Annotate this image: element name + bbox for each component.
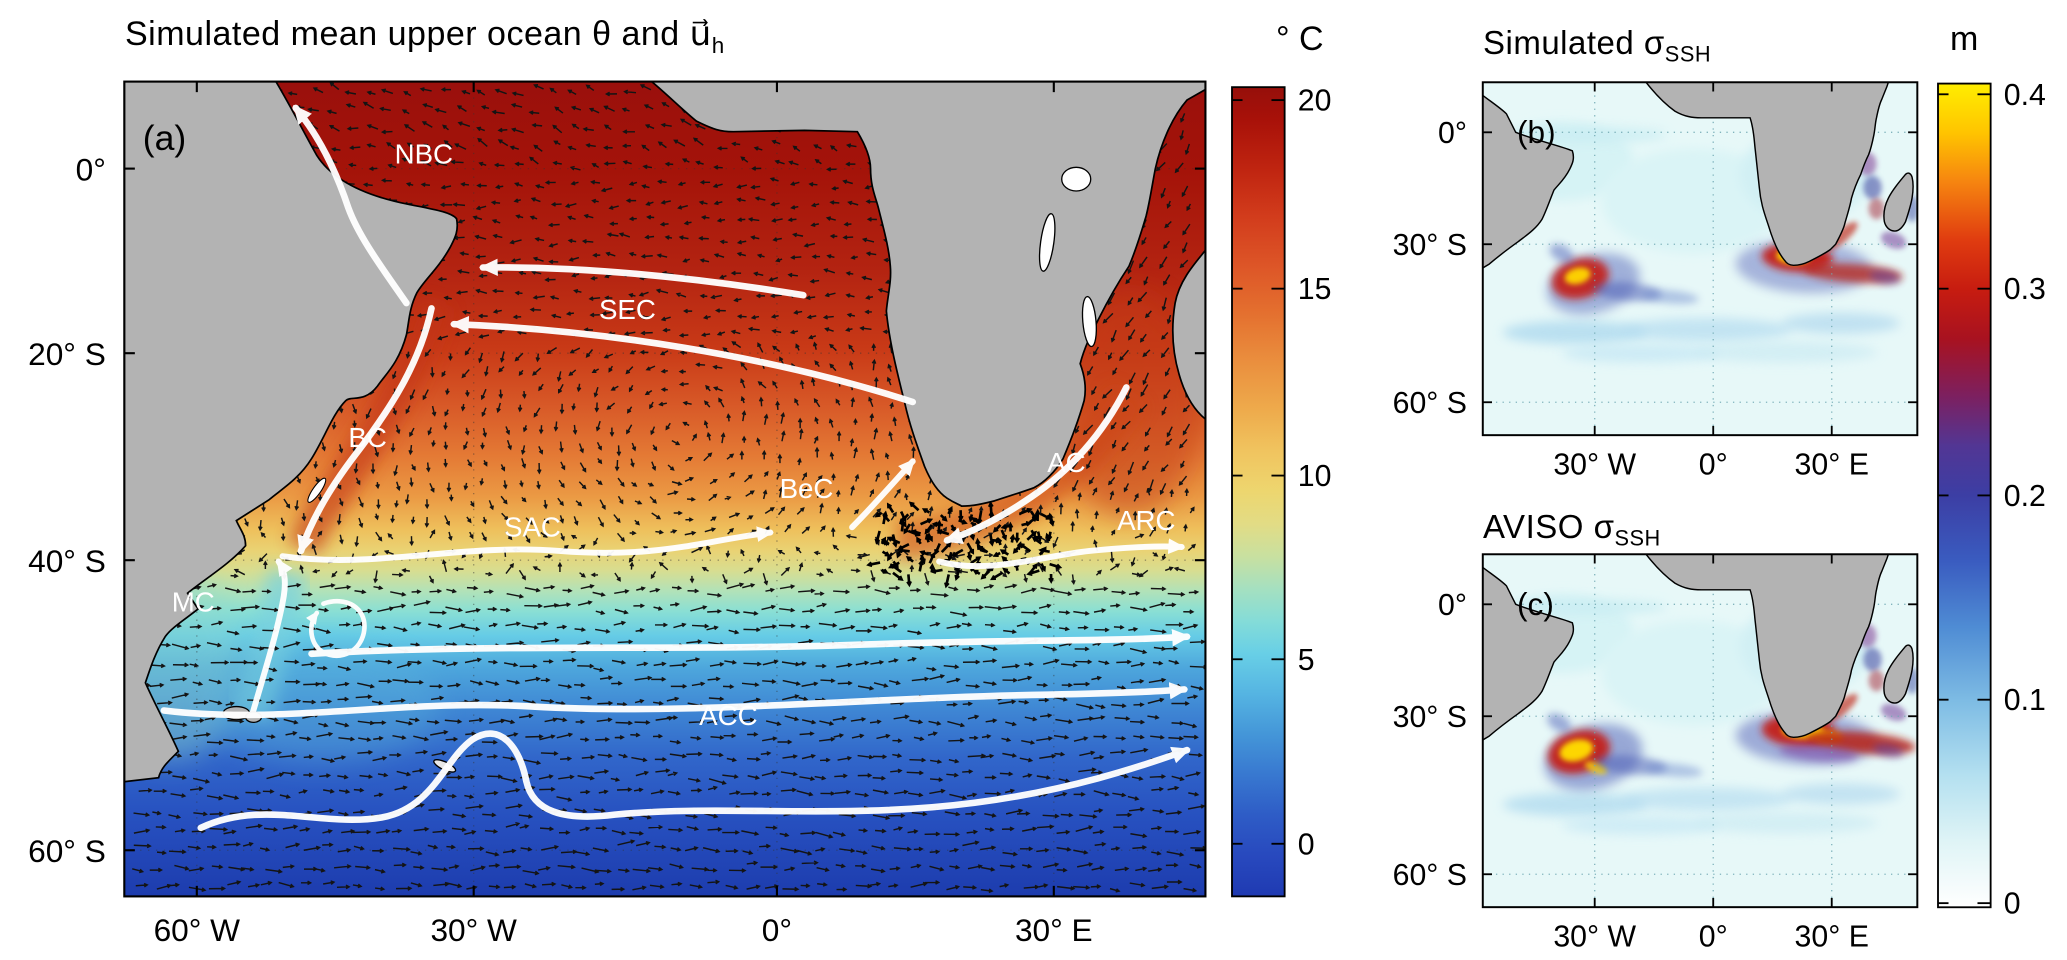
svg-text:0°: 0° — [1438, 117, 1467, 150]
panel-frame — [1481, 553, 1919, 909]
colorbar-bc-labels: 0.4 0.3 0.2 0.1 0 — [2004, 79, 2046, 921]
svg-text:30° W: 30° W — [1553, 921, 1636, 954]
panel-b-title-prefix: Simulated — [1483, 24, 1644, 61]
sigma-symbol-b: σ — [1643, 24, 1665, 61]
panel-frame — [1481, 81, 1919, 437]
svg-text:60° S: 60° S — [1393, 859, 1467, 892]
svg-text:20° S: 20° S — [28, 336, 106, 372]
vector-u-symbol: u⃗ — [689, 15, 712, 53]
svg-text:10: 10 — [1298, 460, 1332, 493]
land-africa — [1645, 554, 1890, 739]
svg-text:15: 15 — [1298, 273, 1332, 306]
lake-victoria — [1061, 166, 1092, 192]
svg-text:0.1: 0.1 — [2004, 684, 2046, 717]
svg-text:60° S: 60° S — [28, 833, 106, 869]
colorbar-a-bar — [1231, 86, 1286, 898]
theta-symbol: θ — [592, 15, 612, 53]
svg-text:0: 0 — [1298, 828, 1315, 861]
svg-text:0.3: 0.3 — [2004, 273, 2046, 306]
vector-u-subscript: h — [711, 32, 725, 58]
land-africa — [650, 81, 1206, 507]
land-south-america — [1482, 566, 1575, 741]
svg-text:60° S: 60° S — [1393, 387, 1467, 420]
colorbar-a: 20 15 10 5 0 — [1231, 85, 1332, 898]
panel-b-map: 30° W 0° 30° E 0° 30° S 60° S (b) — [1393, 81, 1919, 482]
sigma-symbol-c: σ — [1593, 508, 1615, 545]
svg-text:60° W: 60° W — [154, 912, 241, 948]
svg-text:30° S: 30° S — [1393, 701, 1467, 734]
panel-a-title-prefix: Simulated mean upper ocean — [125, 15, 593, 53]
current-label-SAC: SAC — [504, 511, 561, 542]
current-label-BC: BC — [348, 422, 386, 453]
colorbar-a-labels: 20 15 10 5 0 — [1298, 85, 1332, 862]
current-label-ARC: ARC — [1117, 505, 1175, 536]
svg-text:30° E: 30° E — [1015, 912, 1093, 948]
axis-and-current-labels: 60° W 30° W 0° 30° E 0° 20° S 40° S 60° S (a) NBC… — [28, 118, 1175, 948]
panel-b-title: Simulated σSSH — [1483, 24, 1711, 65]
colorbar-bc: 0.4 0.3 0.2 0.1 0 — [1937, 79, 2046, 921]
svg-text:40° S: 40° S — [28, 543, 106, 579]
svg-text:5: 5 — [1298, 644, 1315, 677]
schematic-current-paths — [160, 104, 1191, 832]
svg-text:(c): (c) — [1517, 586, 1554, 622]
panel-c-title-prefix: AVISO — [1483, 508, 1594, 545]
current-label-SEC: SEC — [599, 294, 656, 325]
colorbar-bc-ticks — [1938, 93, 1991, 905]
svg-text:0°: 0° — [1699, 921, 1728, 954]
axis-labels: 30° W 0° 30° E 0° 30° S 60° S (c) — [1393, 586, 1869, 954]
lake-malawi — [1081, 295, 1097, 348]
svg-text:(a): (a) — [143, 118, 186, 158]
svg-text:30° E: 30° E — [1795, 921, 1869, 954]
panel-c-title: AVISO σSSH — [1483, 508, 1661, 549]
land-south-america — [1482, 94, 1575, 269]
svg-text:30° W: 30° W — [430, 912, 517, 948]
svg-text:0°: 0° — [1699, 449, 1728, 482]
axis-ticks — [1482, 554, 1918, 908]
axis-labels: 30° W 0° 30° E 0° 30° S 60° S (b) — [1393, 114, 1869, 482]
axis-ticks — [1482, 82, 1918, 436]
svg-text:30° S: 30° S — [1393, 229, 1467, 262]
panel-b-title-sub: SSH — [1664, 41, 1712, 67]
current-label-BeC: BeC — [780, 473, 834, 504]
land-madagascar — [1883, 644, 1914, 704]
panel-a-title-mid: and — [611, 15, 690, 53]
panel-a-frame — [123, 80, 1207, 898]
axis-ticks — [124, 81, 1206, 897]
svg-text:0.2: 0.2 — [2004, 480, 2046, 513]
current-label-ACC: ACC — [699, 700, 757, 731]
colorbar-a-unit: ° C — [1276, 20, 1324, 58]
land-madagascar — [1883, 172, 1914, 232]
svg-text:30° E: 30° E — [1795, 449, 1869, 482]
colorbar-bc-unit: m — [1950, 20, 1979, 58]
colorbar-a-ticks — [1232, 99, 1285, 845]
current-label-MC: MC — [172, 587, 215, 618]
svg-text:0°: 0° — [76, 151, 106, 187]
svg-text:0°: 0° — [762, 912, 792, 948]
svg-text:(b): (b) — [1517, 114, 1556, 150]
current-label-AC: AC — [1047, 447, 1085, 478]
svg-text:20: 20 — [1298, 85, 1332, 118]
svg-text:0°: 0° — [1438, 589, 1467, 622]
svg-text:0: 0 — [2004, 888, 2021, 921]
panel-a-map: 60° W 30° W 0° 30° E 0° 20° S 40° S 60° S (a) NBC… — [28, 80, 1207, 948]
panel-c-map: 30° W 0° 30° E 0° 30° S 60° S (c) — [1393, 553, 1919, 954]
panel-c-title-sub: SSH — [1614, 525, 1661, 551]
current-label-NBC: NBC — [395, 138, 453, 169]
panel-a-title: Simulated mean upper ocean θ and u⃗h — [125, 14, 725, 57]
svg-text:0.4: 0.4 — [2004, 79, 2046, 112]
lake-tanganyika — [1038, 213, 1056, 272]
svg-text:30° W: 30° W — [1553, 449, 1636, 482]
land-africa — [1645, 82, 1890, 267]
